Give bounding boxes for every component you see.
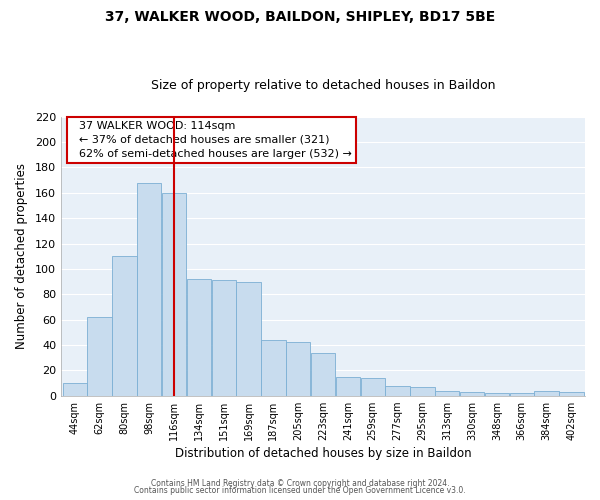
Bar bbox=[137, 182, 161, 396]
Text: 37 WALKER WOOD: 114sqm
  ← 37% of detached houses are smaller (321)
  62% of sem: 37 WALKER WOOD: 114sqm ← 37% of detached… bbox=[71, 121, 352, 159]
Bar bbox=[460, 392, 484, 396]
Bar bbox=[112, 256, 137, 396]
Bar bbox=[212, 280, 236, 396]
Bar bbox=[410, 387, 434, 396]
Bar bbox=[509, 393, 534, 396]
Bar bbox=[162, 193, 186, 396]
Bar bbox=[88, 317, 112, 396]
Bar bbox=[286, 342, 310, 396]
Bar bbox=[435, 390, 460, 396]
Bar bbox=[335, 376, 360, 396]
Bar bbox=[311, 352, 335, 396]
Bar bbox=[187, 279, 211, 396]
Text: Contains public sector information licensed under the Open Government Licence v3: Contains public sector information licen… bbox=[134, 486, 466, 495]
Text: 37, WALKER WOOD, BAILDON, SHIPLEY, BD17 5BE: 37, WALKER WOOD, BAILDON, SHIPLEY, BD17 … bbox=[105, 10, 495, 24]
Title: Size of property relative to detached houses in Baildon: Size of property relative to detached ho… bbox=[151, 79, 495, 92]
Bar bbox=[559, 392, 584, 396]
Bar bbox=[385, 386, 410, 396]
Bar bbox=[62, 383, 87, 396]
Y-axis label: Number of detached properties: Number of detached properties bbox=[15, 163, 28, 349]
Text: Contains HM Land Registry data © Crown copyright and database right 2024.: Contains HM Land Registry data © Crown c… bbox=[151, 478, 449, 488]
Bar bbox=[361, 378, 385, 396]
Bar bbox=[535, 390, 559, 396]
X-axis label: Distribution of detached houses by size in Baildon: Distribution of detached houses by size … bbox=[175, 447, 472, 460]
Bar bbox=[261, 340, 286, 396]
Bar bbox=[485, 393, 509, 396]
Bar bbox=[236, 282, 261, 396]
